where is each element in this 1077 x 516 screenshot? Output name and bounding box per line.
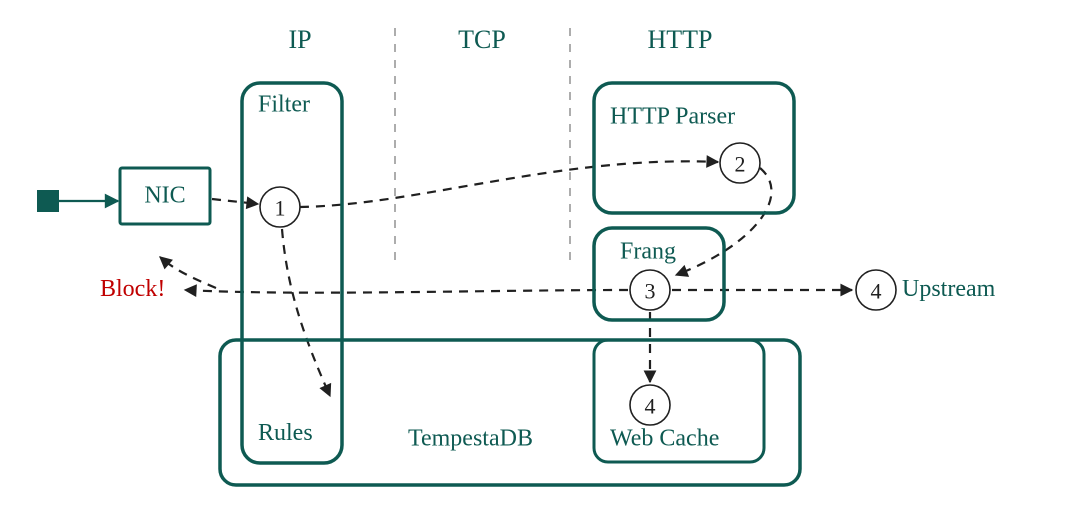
node-label-nic: NIC bbox=[144, 183, 185, 209]
architecture-diagram: 1 2 3 4 4 IP TCP HTTP TempestaDB Web Cache Filter… bbox=[0, 0, 1077, 516]
ingress-marker bbox=[37, 190, 59, 212]
column-header-col-http: HTTP bbox=[648, 25, 713, 54]
node-label-frang: Frang bbox=[620, 239, 676, 265]
edge-e-1-rules bbox=[282, 229, 330, 396]
edge-e-1-2 bbox=[300, 161, 718, 207]
node-parser bbox=[594, 83, 794, 213]
node-label-filter: Filter bbox=[258, 92, 310, 118]
edge-e-nic-filter bbox=[212, 199, 258, 204]
step-number-step-3: 3 bbox=[645, 279, 656, 304]
step-number-step-4a: 4 bbox=[645, 394, 656, 419]
step-number-step-2: 2 bbox=[735, 152, 746, 177]
edge-e-3-block bbox=[185, 290, 628, 293]
label-upstream-label: Upstream bbox=[902, 276, 996, 302]
column-header-col-tcp: TCP bbox=[458, 25, 506, 54]
step-number-step-1: 1 bbox=[275, 196, 286, 221]
node-label-tempestadb: TempestaDB bbox=[408, 426, 533, 452]
label-rules-label: Rules bbox=[258, 420, 313, 446]
node-filter bbox=[242, 83, 342, 463]
node-label-webcache: Web Cache bbox=[610, 426, 719, 452]
column-header-col-ip: IP bbox=[288, 25, 311, 54]
label-block-label: Block! bbox=[100, 276, 165, 302]
step-number-step-4b: 4 bbox=[871, 279, 882, 304]
edge-e-block-curl bbox=[160, 257, 216, 288]
node-label-parser: HTTP Parser bbox=[610, 104, 735, 130]
